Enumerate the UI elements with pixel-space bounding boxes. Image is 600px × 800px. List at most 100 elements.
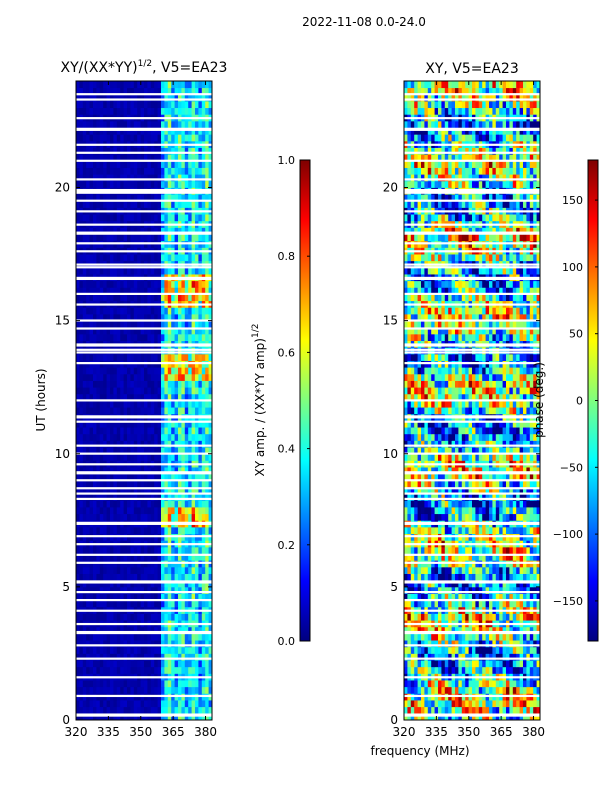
amplitude-cell [208,180,213,188]
amplitude-cell [154,120,158,128]
amplitude-cell [103,367,107,375]
amplitude-cell [103,573,107,581]
phase-cell [509,700,514,708]
amplitude-cell [130,254,135,262]
phase-cell [458,613,463,621]
phase-cell [526,713,531,721]
amplitude-cell [171,480,175,488]
phase-cell [448,646,452,654]
amplitude-cell [174,480,179,488]
amplitude-cell [150,87,155,95]
amplitude-cell [150,387,155,395]
amplitude-cell [161,660,165,668]
amplitude-cell [195,327,199,335]
amplitude-cell [133,646,138,654]
amplitude-cell [123,327,128,335]
amplitude-cell [150,287,155,295]
amplitude-cell [89,553,94,561]
amplitude-cell [171,294,175,302]
amplitude-cell [195,380,199,388]
amplitude-cell [188,706,192,714]
amplitude-cell [195,626,199,634]
amplitude-cell [195,453,199,461]
amplitude-cell [120,154,124,162]
amplitude-cell [89,287,94,295]
phase-cell [478,566,483,574]
amplitude-cell [130,453,135,461]
amplitude-flagged-row [76,713,212,717]
amplitude-cell [130,234,135,242]
amplitude-cell [178,320,182,328]
amplitude-cell [99,214,104,222]
amplitude-cell [171,227,175,235]
phase-cell [485,700,490,708]
phase-cell [421,546,425,554]
phase-cell [410,706,415,714]
amplitude-cell [181,626,186,634]
amplitude-cell [127,633,131,641]
amplitude-cell [130,666,135,674]
phase-cell [438,580,442,588]
amplitude-cell [147,100,152,109]
amplitude-cell [86,280,90,288]
amplitude-cell [110,333,114,341]
amplitude-cell [171,100,175,109]
phase-cell [512,633,517,641]
amplitude-cell [120,613,124,621]
amplitude-cell [116,81,121,89]
amplitude-cell [110,686,114,694]
amplitude-cell [150,320,155,328]
amplitude-cell [208,507,213,515]
amplitude-cell [195,200,199,208]
amplitude-cell [76,487,80,495]
amplitude-cell [110,640,114,648]
amplitude-cell [113,546,118,554]
amplitude-cell [147,526,152,535]
phase-cell [519,680,524,688]
amplitude-cell [133,526,138,535]
amplitude-cell [184,566,189,574]
amplitude-cell [140,467,145,475]
amplitude-cell [147,573,152,581]
amplitude-cell [184,407,189,415]
amplitude-cell [167,546,172,554]
amplitude-cell [116,473,121,481]
amplitude-cell [198,613,203,621]
amplitude-cell [133,107,138,115]
amplitude-cell [133,447,138,455]
phase-cell [410,633,415,641]
amplitude-cell [123,500,128,508]
amplitude-cell [181,573,186,581]
amplitude-cell [167,287,172,295]
amplitude-cell [201,526,206,535]
amplitude-cell [133,393,138,401]
amplitude-cell [157,167,162,175]
amplitude-cell [157,280,162,288]
amplitude-cell [181,653,186,661]
amplitude-cell [120,320,124,328]
amplitude-cell [201,686,206,694]
amplitude-x-tick-label: 380 [194,725,217,739]
amplitude-cell [178,234,182,242]
amplitude-cell [181,134,186,142]
phase-cell [512,686,517,694]
amplitude-cell [103,307,107,315]
phase-cell [536,546,541,554]
amplitude-cell [144,147,148,155]
amplitude-cell [195,646,199,654]
amplitude-cell [181,453,186,461]
amplitude-cell [167,254,172,262]
amplitude-cell [140,313,145,322]
phase-cell [424,660,429,668]
amplitude-cell [164,400,169,408]
amplitude-cell [164,433,169,441]
amplitude-cell [133,493,138,501]
phase-cell [427,593,432,601]
amplitude-cell [113,167,118,175]
amplitude-cell [130,147,135,155]
amplitude-cell [96,467,101,475]
phase-cell [458,626,463,634]
amplitude-cell [178,660,182,668]
amplitude-cell [205,493,209,501]
amplitude-cell [82,593,87,601]
